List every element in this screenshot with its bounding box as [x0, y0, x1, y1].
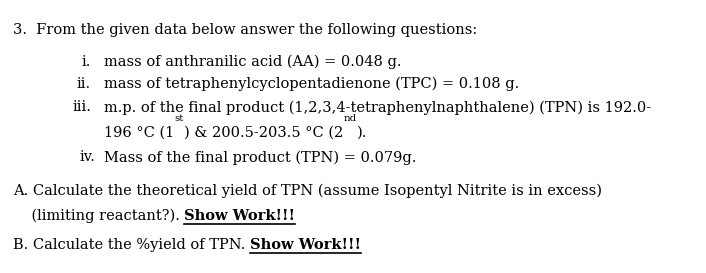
Text: Show Work!!!: Show Work!!!: [184, 209, 295, 223]
Text: 3.  From the given data below answer the following questions:: 3. From the given data below answer the …: [13, 23, 477, 37]
Text: i.: i.: [81, 55, 90, 69]
Text: Show Work!!!: Show Work!!!: [250, 238, 361, 251]
Text: ) & 200.5-203.5 °C (2: ) & 200.5-203.5 °C (2: [184, 126, 343, 140]
Text: A. Calculate the theoretical yield of TPN (assume Isopentyl Nitrite is in excess: A. Calculate the theoretical yield of TP…: [13, 183, 602, 198]
Text: m.p. of the final product (1,2,3,4-tetraphenylnaphthalene) (TPN) is 192.0-: m.p. of the final product (1,2,3,4-tetra…: [104, 100, 652, 115]
Text: ).: ).: [357, 126, 367, 140]
Text: 196 °C (1: 196 °C (1: [104, 126, 175, 140]
Text: (limiting reactant?).: (limiting reactant?).: [13, 209, 184, 223]
Text: iv.: iv.: [79, 150, 95, 164]
Text: iii.: iii.: [73, 100, 92, 114]
Text: nd: nd: [343, 114, 357, 123]
Text: B. Calculate the %yield of TPN.: B. Calculate the %yield of TPN.: [13, 238, 250, 251]
Text: mass of tetraphenylcyclopentadienone (TPC) = 0.108 g.: mass of tetraphenylcyclopentadienone (TP…: [104, 77, 520, 91]
Text: st: st: [175, 114, 184, 123]
Text: ii.: ii.: [76, 77, 90, 91]
Text: Mass of the final product (TPN) = 0.079g.: Mass of the final product (TPN) = 0.079g…: [104, 150, 417, 165]
Text: mass of anthranilic acid (AA) = 0.048 g.: mass of anthranilic acid (AA) = 0.048 g.: [104, 55, 402, 69]
